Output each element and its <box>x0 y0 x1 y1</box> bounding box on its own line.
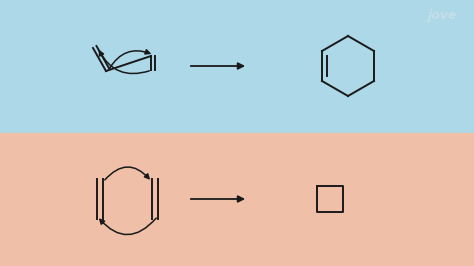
Bar <box>0 133 474 266</box>
Bar <box>0 0 474 133</box>
Text: jove: jove <box>427 9 457 22</box>
